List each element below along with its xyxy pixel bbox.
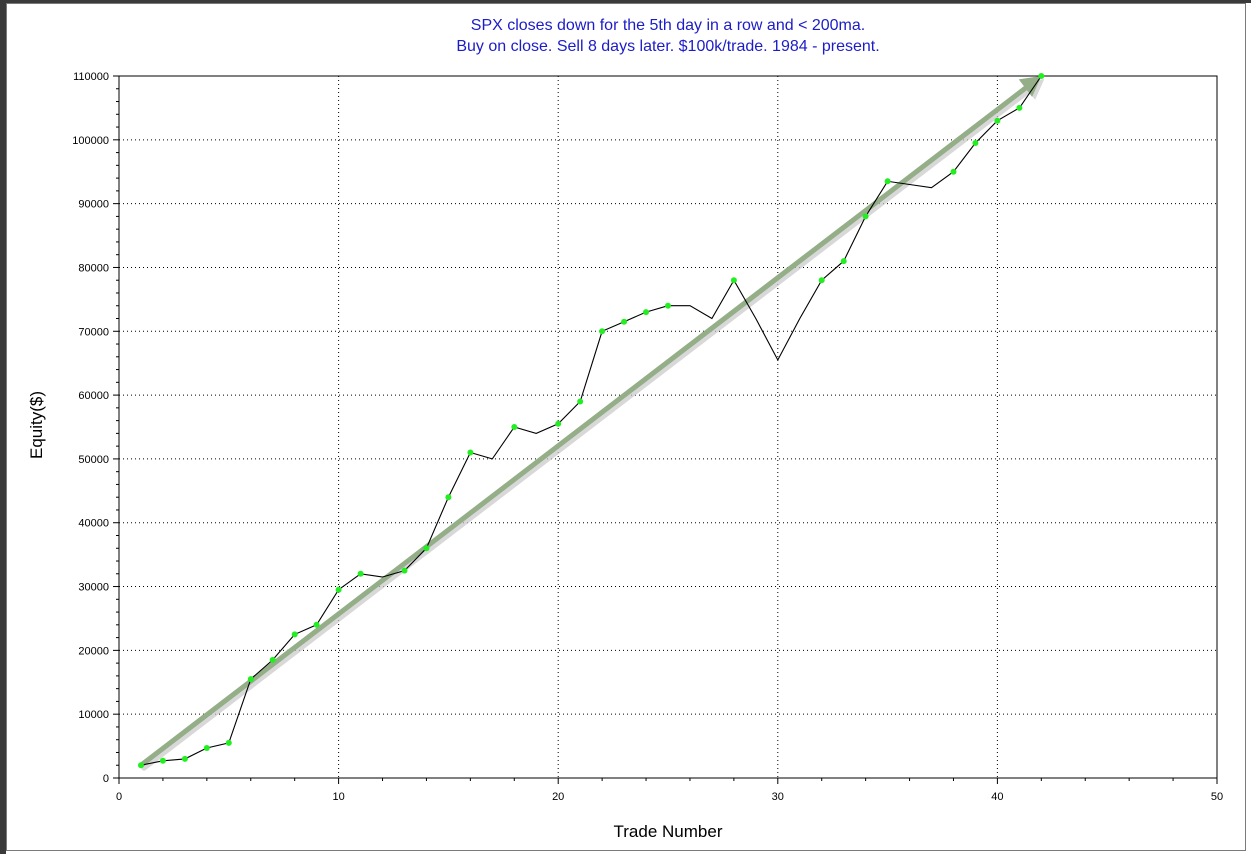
y-tick-label: 30000	[78, 582, 109, 594]
equity-point	[159, 757, 166, 764]
equity-point	[225, 739, 232, 746]
equity-series	[138, 73, 1045, 769]
y-tick-label: 110000	[73, 71, 109, 83]
equity-point	[313, 621, 320, 628]
chart-title: SPX closes down for the 5th day in a row…	[456, 17, 879, 55]
equity-point	[577, 398, 584, 405]
equity-point	[621, 318, 628, 325]
equity-point	[335, 586, 342, 593]
y-tick-label: 0	[103, 773, 109, 785]
window-edge-top	[0, 0, 1251, 3]
y-tick-label: 40000	[78, 518, 109, 530]
equity-point	[950, 168, 957, 175]
x-tick-label: 40	[991, 791, 1003, 803]
equity-point	[203, 745, 210, 751]
equity-point	[423, 545, 430, 552]
equity-point	[269, 656, 276, 663]
equity-point	[972, 140, 979, 146]
chart-title-line-1: SPX closes down for the 5th day in a row…	[471, 17, 865, 34]
equity-point	[555, 420, 562, 427]
equity-point	[138, 762, 144, 769]
y-tick-label: 10000	[78, 709, 109, 721]
y-tick-label: 100000	[72, 135, 109, 147]
equity-point	[599, 328, 606, 335]
x-tick-label: 30	[772, 791, 784, 803]
equity-point	[357, 570, 364, 577]
trend-arrow-shadow	[141, 88, 1031, 771]
equity-point	[1038, 73, 1045, 79]
grid-lines	[119, 76, 1217, 778]
equity-line	[140, 75, 1042, 766]
y-axis-label: Equity($)	[27, 391, 46, 459]
y-tick-label: 90000	[78, 199, 109, 211]
y-tick-label: 80000	[78, 262, 109, 274]
equity-point	[665, 302, 671, 309]
equity-point	[818, 277, 825, 284]
trend-arrow	[138, 76, 1045, 771]
equity-point	[643, 309, 649, 316]
equity-point	[181, 755, 188, 762]
equity-point	[884, 178, 891, 185]
equity-point	[840, 258, 847, 265]
chart-title-line-2: Buy on close. Sell 8 days later. $100k/t…	[456, 38, 879, 55]
y-tick-label: 50000	[78, 454, 109, 466]
equity-point	[401, 567, 408, 574]
y-tick-label: 60000	[78, 390, 109, 402]
x-tick-labels: 0 10 20 30 40 50	[116, 791, 1223, 803]
window-edge-left	[0, 0, 6, 854]
trend-arrow-shaft	[138, 85, 1028, 768]
equity-point	[445, 494, 452, 501]
equity-point	[730, 277, 737, 284]
trend-arrow-head	[1018, 76, 1042, 97]
x-tick-label: 0	[116, 791, 122, 803]
equity-point	[291, 631, 298, 638]
x-tick-label: 10	[332, 791, 344, 803]
equity-point	[467, 449, 474, 456]
axes	[113, 75, 1218, 784]
equity-point	[511, 424, 518, 430]
equity-point	[247, 676, 254, 683]
y-tick-labels: 0 10000 20000 30000 40000 50000 60000 70000 8000…	[72, 71, 109, 785]
plot-border	[118, 75, 1218, 779]
equity-point	[994, 117, 1001, 124]
x-tick-label: 50	[1211, 791, 1223, 803]
x-axis-label: Trade Number	[614, 822, 723, 841]
equity-point	[1016, 104, 1023, 111]
equity-point	[862, 213, 869, 220]
y-tick-label: 70000	[78, 326, 109, 338]
x-tick-label: 20	[552, 791, 564, 803]
y-tick-label: 20000	[78, 645, 109, 657]
